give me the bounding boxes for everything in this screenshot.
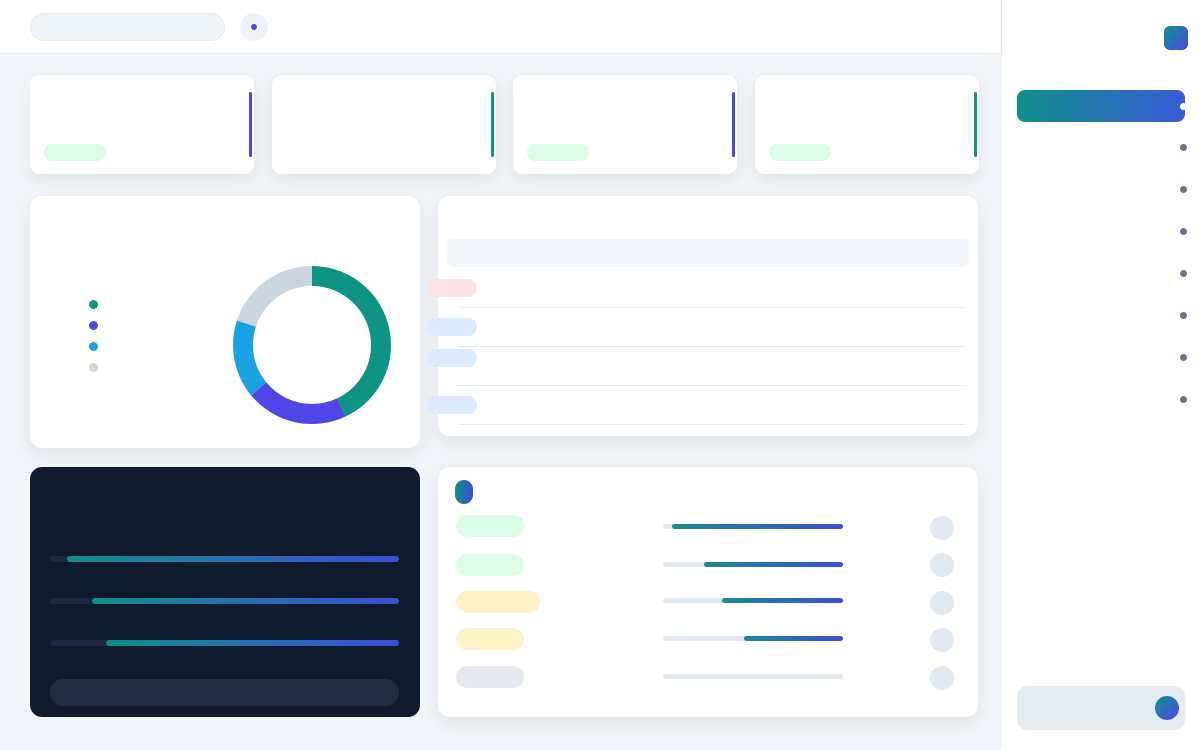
dark-panel-footer-button[interactable] [50, 679, 399, 706]
legend-swatch-icon [89, 342, 98, 351]
nav-dot-icon [1180, 102, 1187, 110]
stat-accent-bar [249, 92, 252, 157]
row-progress-fill [744, 636, 843, 641]
table-divider [458, 385, 965, 386]
stat-accent-bar [491, 92, 494, 157]
table-divider [458, 346, 965, 347]
avatar [1155, 696, 1179, 720]
row-chip [456, 666, 524, 688]
table-divider [458, 424, 965, 425]
donut-segment-2 [233, 266, 391, 424]
sidebar-item-4[interactable] [1017, 220, 1187, 260]
donut-chart [233, 266, 391, 424]
sidebar [1002, 0, 1200, 750]
progress-fill [105, 640, 399, 646]
row-progress-fill [722, 598, 843, 603]
row-progress-track [663, 598, 843, 603]
progress-list-card [438, 467, 978, 717]
brand-logo-icon [1164, 26, 1188, 50]
stat-accent-bar [732, 92, 735, 157]
nav-dot-icon [1180, 269, 1187, 277]
row-progress-track [663, 636, 843, 641]
list-badge[interactable] [455, 480, 473, 504]
sidebar-item-3[interactable] [1017, 179, 1187, 199]
table-header [447, 239, 969, 267]
row-status-tag [427, 349, 477, 367]
legend-swatch-icon [89, 363, 98, 372]
stat-change-pill [527, 144, 589, 161]
nav-dot-icon [1180, 311, 1187, 319]
row-chip [456, 515, 524, 537]
search-input[interactable] [30, 13, 225, 41]
stat-card-3 [513, 75, 737, 174]
progress-track [50, 598, 399, 604]
sidebar-item-8[interactable] [1017, 389, 1187, 409]
avatar [930, 516, 954, 540]
row-status-tag [427, 279, 477, 297]
avatar [930, 553, 954, 577]
row-status-tag [427, 318, 477, 336]
legend-item [50, 361, 250, 375]
donut-segment-4 [233, 266, 391, 424]
stat-card-1 [30, 75, 254, 174]
row-progress-track [663, 524, 843, 529]
row-chip [456, 591, 540, 613]
stat-accent-bar [974, 92, 977, 157]
nav-dot-icon [1180, 228, 1187, 235]
progress-fill [67, 556, 399, 562]
avatar [930, 666, 954, 690]
row-chip [456, 554, 524, 576]
top-bar [0, 0, 1002, 54]
legend-item [50, 319, 250, 333]
sidebar-item-2[interactable] [1017, 137, 1187, 157]
sidebar-item-7[interactable] [1017, 347, 1187, 367]
stat-change-pill [44, 144, 106, 161]
row-chip [456, 628, 524, 650]
progress-fill [91, 598, 399, 604]
nav-dot-icon [1180, 143, 1187, 151]
progress-track [50, 640, 399, 646]
table-divider [458, 307, 965, 308]
row-progress-fill [672, 524, 843, 529]
brand[interactable] [1038, 24, 1188, 52]
sidebar-item-5[interactable] [1017, 263, 1187, 283]
notification-dot-icon [251, 24, 257, 30]
stat-change-pill [769, 144, 831, 161]
user-card[interactable] [1017, 686, 1185, 730]
nav-dot-icon [1180, 185, 1187, 193]
stat-card-2 [272, 75, 496, 174]
donut-segment-3 [233, 266, 391, 424]
donut-center [274, 339, 352, 342]
notification-button[interactable] [240, 13, 268, 41]
legend-swatch-icon [89, 321, 98, 330]
table-card [438, 196, 978, 436]
sidebar-item-6[interactable] [1017, 305, 1187, 325]
nav-dot-icon [1180, 353, 1187, 361]
stat-card-4 [755, 75, 979, 174]
row-progress-fill [704, 562, 843, 567]
row-progress-track [663, 562, 843, 567]
dark-progress-panel [30, 467, 420, 717]
legend-item [50, 298, 250, 312]
progress-track [50, 556, 399, 562]
avatar [930, 591, 954, 615]
legend-item [50, 340, 250, 354]
legend-swatch-icon [89, 300, 98, 309]
sidebar-item-1[interactable] [1017, 90, 1187, 122]
avatar [930, 628, 954, 652]
row-progress-track [663, 674, 843, 679]
nav-dot-icon [1180, 395, 1187, 403]
row-status-tag [427, 396, 477, 414]
